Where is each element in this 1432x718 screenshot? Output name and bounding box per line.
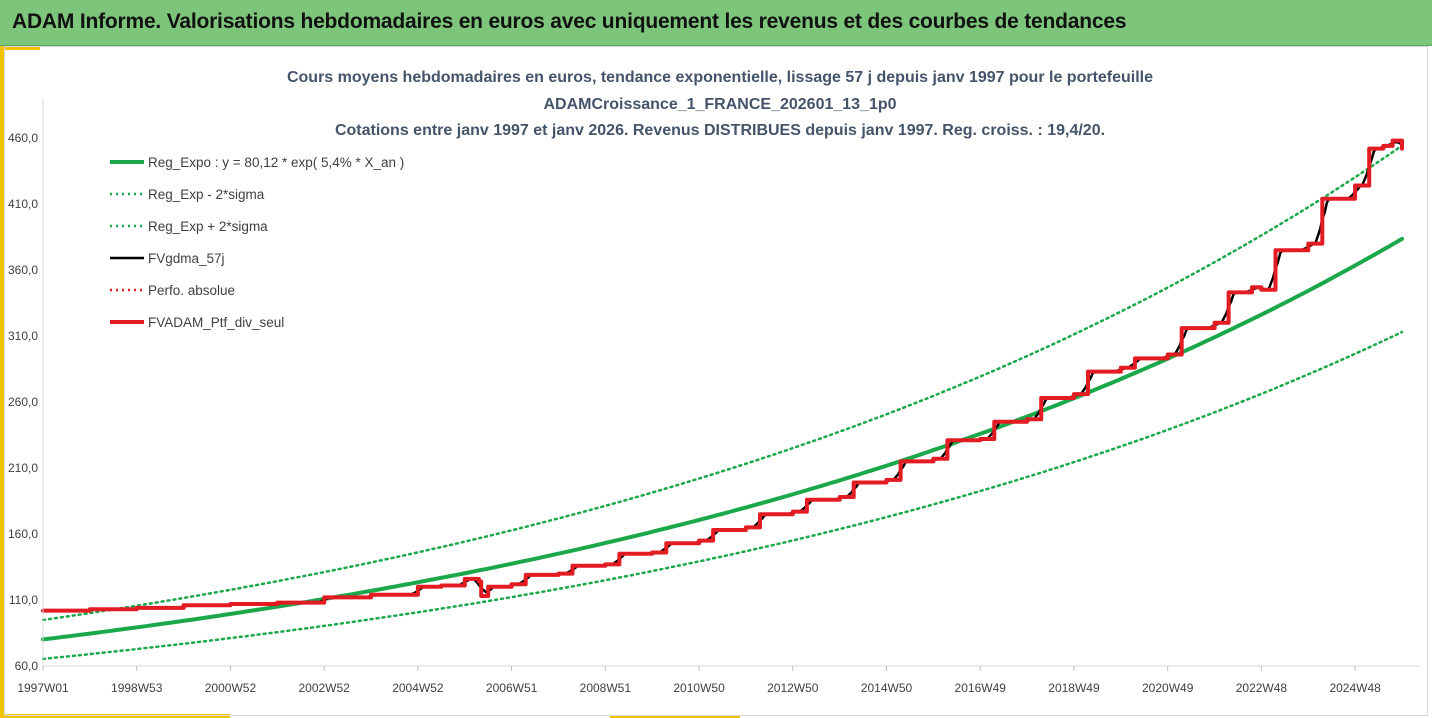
legend-reg-minus-2sigma-label: Reg_Exp - 2*sigma [148, 187, 265, 202]
y-tick-label: 110,0 [9, 593, 38, 607]
y-tick-label: 310,0 [8, 329, 38, 343]
chart-title-line-1: Cours moyens hebdomadaires en euros, ten… [287, 69, 1153, 86]
y-tick-label: 210,0 [8, 461, 38, 475]
plot-area [41, 138, 1404, 661]
report-banner: ADAM Informe. Valorisations hebdomadaire… [0, 0, 1432, 46]
legend-fvgdma-57j-label: FVgdma_57j [148, 251, 225, 266]
x-tick-label: 2022W48 [1236, 681, 1288, 695]
chart-title-line-3: Cotations entre janv 1997 et janv 2026. … [335, 122, 1105, 139]
legend-perfo-absolue-label: Perfo. absolue [148, 283, 235, 298]
accent-bar-bottom-middle [610, 715, 740, 718]
legend-fvadam-ptf-label: FVADAM_Ptf_div_seul [148, 315, 284, 330]
axes: 60,0 110,0 160,0 210,0 260,0 310,0 360,0 410,0 4… [8, 98, 1420, 695]
x-tick-label: 1997W01 [17, 681, 69, 695]
chart-frame [4, 46, 1428, 716]
y-tick-label: 460,0 [8, 131, 38, 145]
y-tick-label: 260,0 [8, 395, 38, 409]
accent-bar-top [0, 46, 40, 50]
y-tick-label: 160,0 [8, 527, 38, 541]
x-tick-label: 2002W52 [298, 681, 350, 695]
y-tick-label: 410,0 [8, 197, 38, 211]
x-tick-label: 2020W49 [1142, 681, 1194, 695]
legend: Reg_Expo : y = 80,12 * exp( 5,4% * X_an … [110, 155, 404, 330]
y-tick-label: 360,0 [8, 263, 38, 277]
x-tick-label: 2012W50 [767, 681, 819, 695]
chart-title-line-2: ADAMCroissance_1_FRANCE_202601_13_1p0 [543, 96, 896, 113]
series-perfo-absolue-line [41, 139, 1404, 612]
y-tick-label: 60,0 [15, 659, 39, 673]
series-fvadam-ptf-line [41, 138, 1404, 613]
accent-bar-bottom-left [0, 714, 230, 718]
series-reg-minus-2sigma-line [41, 330, 1404, 661]
x-tick-label: 2006W51 [486, 681, 538, 695]
x-tick-label: 2024W48 [1329, 681, 1381, 695]
accent-bar-left [0, 46, 4, 718]
series-fvgdma-57j-line [41, 141, 1404, 612]
x-tick-label: 2004W52 [392, 681, 444, 695]
report-title: ADAM Informe. Valorisations hebdomadaire… [12, 10, 1127, 33]
x-tick-label: 2008W51 [580, 681, 632, 695]
series-reg-plus-2sigma-line [41, 144, 1404, 622]
x-tick-label: 1998W53 [111, 681, 163, 695]
x-tick-label: 2016W49 [955, 681, 1007, 695]
x-tick-label: 2000W52 [205, 681, 257, 695]
x-tick-label: 2018W49 [1048, 681, 1100, 695]
x-tick-label: 2014W50 [861, 681, 913, 695]
legend-reg-expo-label: Reg_Expo : y = 80,12 * exp( 5,4% * X_an … [148, 155, 404, 170]
x-tick-label: 2010W50 [673, 681, 725, 695]
legend-reg-plus-2sigma-label: Reg_Exp + 2*sigma [148, 219, 268, 234]
series-reg-expo-line [41, 236, 1404, 642]
